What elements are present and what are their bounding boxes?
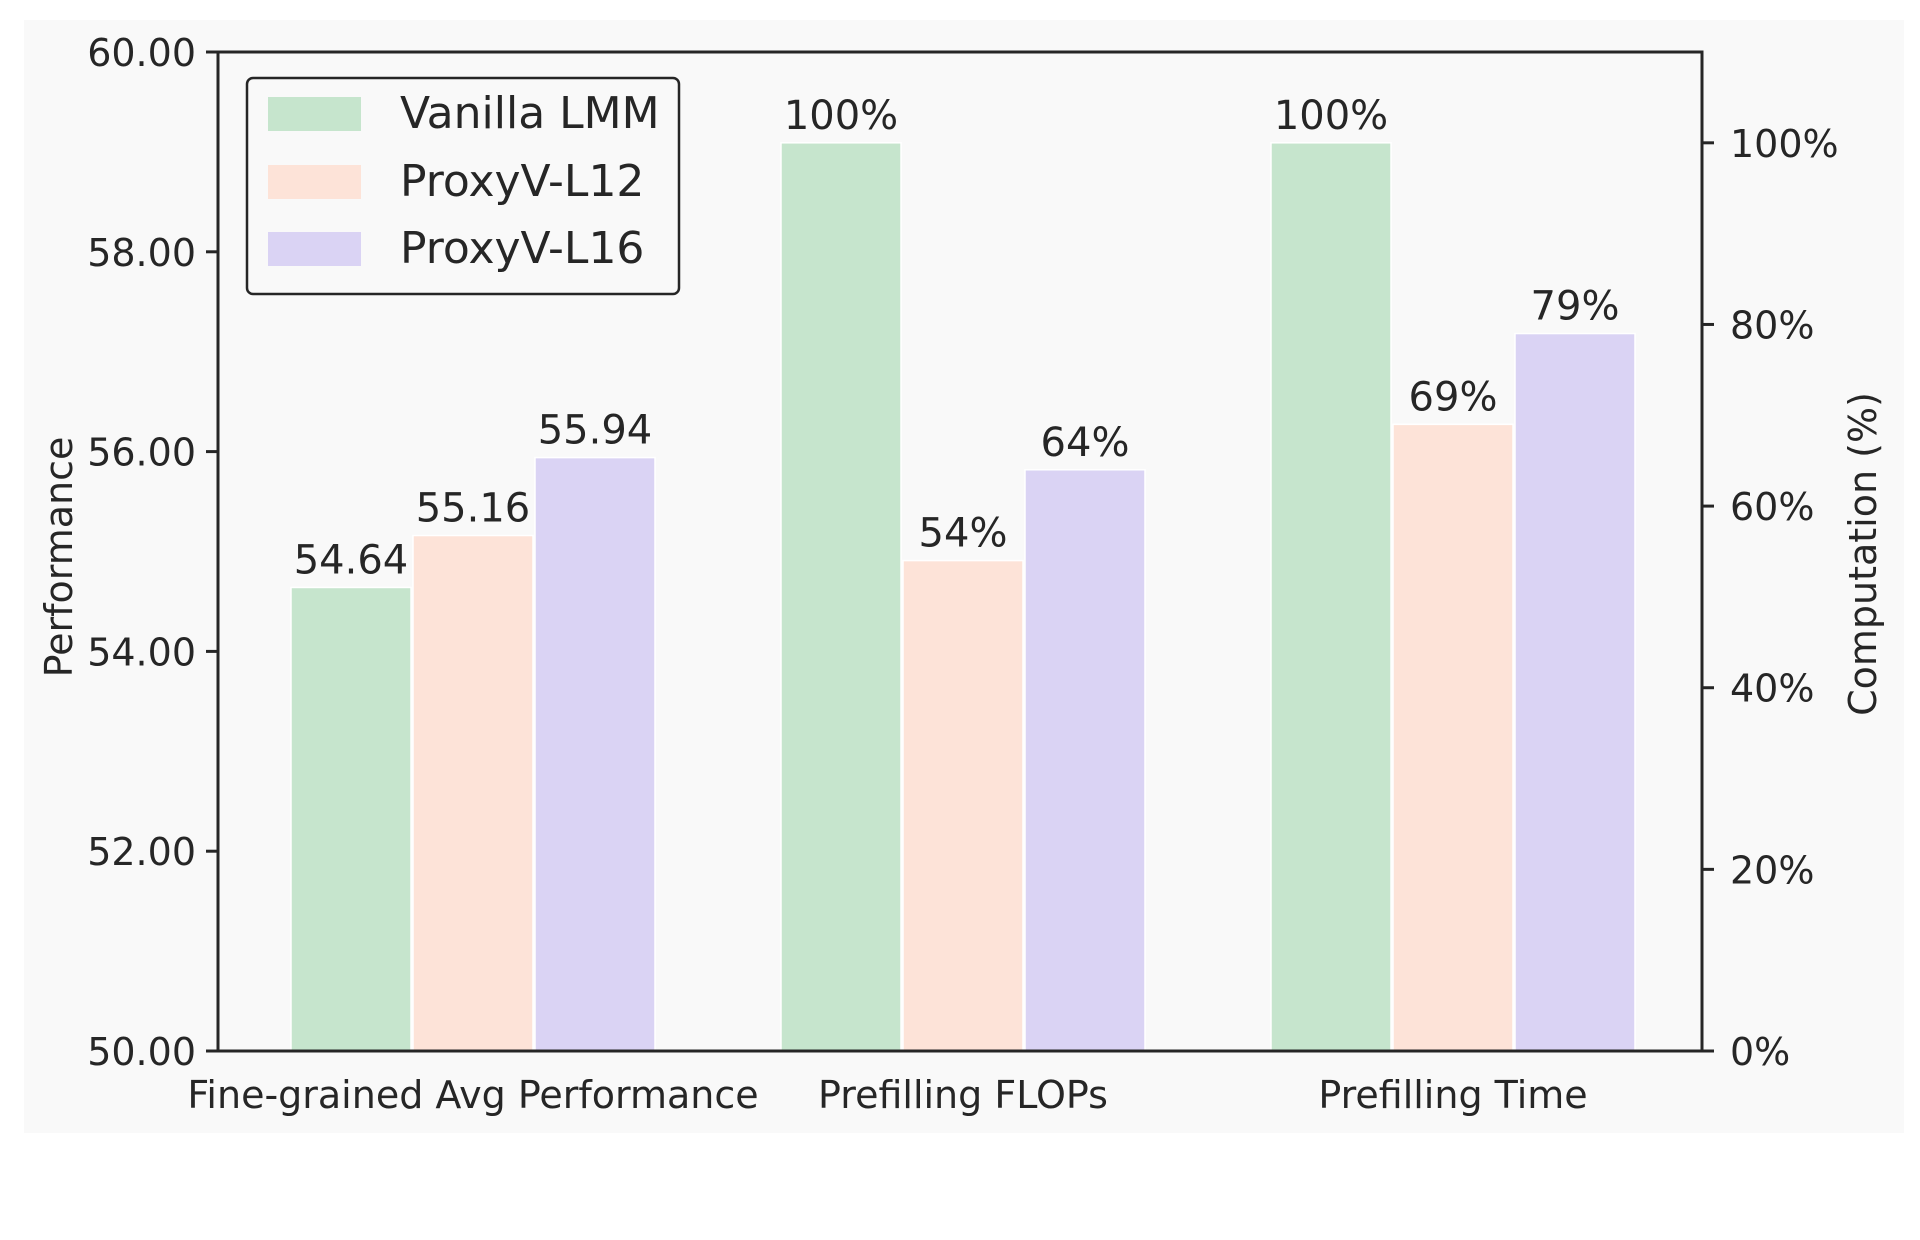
bar-label-prefilling-flops-proxyv-l16: 64% bbox=[1041, 420, 1130, 466]
bar-label-prefilling-flops-vanilla-lmm: 100% bbox=[784, 93, 898, 139]
legend-label-proxyv-l16: ProxyV-L16 bbox=[400, 223, 644, 274]
bar-label-prefilling-time-vanilla-lmm: 100% bbox=[1274, 93, 1388, 139]
x-tick-label: Prefilling FLOPs bbox=[818, 1073, 1108, 1117]
legend-swatch-vanilla-lmm bbox=[268, 97, 361, 131]
left-tick-label: 52.00 bbox=[87, 830, 196, 874]
right-tick-label: 0% bbox=[1730, 1030, 1790, 1074]
bar-label-fine-grained-avg-performance-proxyv-l16: 55.94 bbox=[538, 408, 653, 454]
legend-label-vanilla-lmm: Vanilla LMM bbox=[400, 88, 660, 139]
right-tick-label: 100% bbox=[1730, 122, 1839, 166]
legend-swatch-proxyv-l12 bbox=[268, 165, 361, 199]
bar-label-prefilling-time-proxyv-l16: 79% bbox=[1531, 284, 1620, 330]
bar-label-prefilling-flops-proxyv-l12: 54% bbox=[919, 511, 1008, 557]
left-tick-label: 58.00 bbox=[87, 231, 196, 275]
bar-prefilling-time-proxyv-l16 bbox=[1514, 332, 1636, 1052]
bar-label-fine-grained-avg-performance-vanilla-lmm: 54.64 bbox=[294, 537, 409, 583]
plot-frame bbox=[216, 50, 1704, 1053]
right-tick-label: 60% bbox=[1730, 485, 1814, 529]
bar-fine-grained-avg-performance-proxyv-l16 bbox=[534, 456, 656, 1052]
legend: Vanilla LMM ProxyV-L12 ProxyV-L16 bbox=[245, 76, 681, 296]
x-tick-label: Prefilling Time bbox=[1318, 1073, 1587, 1117]
x-axis: Fine-grained Avg Performance Prefilling F… bbox=[187, 1073, 1587, 1117]
bar-fine-grained-avg-performance-proxyv-l12 bbox=[412, 534, 534, 1052]
bar-prefilling-time-vanilla-lmm bbox=[1270, 142, 1392, 1052]
right-axis-label: Computation (%) bbox=[1841, 392, 1885, 716]
bar-prefilling-flops-vanilla-lmm bbox=[780, 142, 902, 1052]
left-tick-label: 50.00 bbox=[87, 1030, 196, 1074]
right-tick-label: 80% bbox=[1730, 303, 1814, 347]
bar-prefilling-time-proxyv-l12 bbox=[1392, 423, 1514, 1052]
bar-fine-grained-avg-performance-vanilla-lmm bbox=[290, 586, 412, 1052]
legend-swatch-proxyv-l16 bbox=[268, 232, 361, 266]
x-tick-label: Fine-grained Avg Performance bbox=[187, 1073, 758, 1117]
right-tick-label: 20% bbox=[1730, 848, 1814, 892]
bar-label-prefilling-time-proxyv-l12: 69% bbox=[1409, 374, 1498, 420]
bars bbox=[290, 142, 1636, 1052]
left-tick-label: 54.00 bbox=[87, 630, 196, 674]
right-tick-label: 40% bbox=[1730, 667, 1814, 711]
legend-label-proxyv-l12: ProxyV-L12 bbox=[400, 156, 644, 207]
left-y-axis: 50.00 52.00 54.00 56.00 58.00 60.00 bbox=[87, 31, 218, 1074]
bar-label-fine-grained-avg-performance-proxyv-l12: 55.16 bbox=[416, 486, 531, 532]
bar-prefilling-flops-proxyv-l16 bbox=[1024, 469, 1146, 1052]
left-tick-label: 60.00 bbox=[87, 31, 196, 75]
left-axis-label: Performance bbox=[37, 437, 81, 678]
right-y-axis: 0% 20% 40% 60% 80% 100% bbox=[1702, 122, 1839, 1074]
bar-prefilling-flops-proxyv-l12 bbox=[902, 559, 1024, 1052]
left-tick-label: 56.00 bbox=[87, 431, 196, 475]
